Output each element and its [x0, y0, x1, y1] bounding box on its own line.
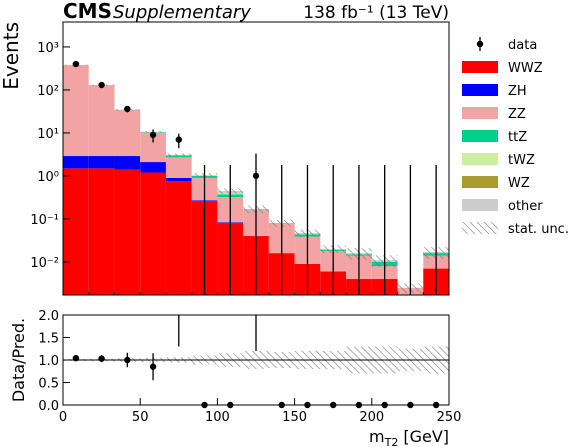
data-point: [149, 363, 157, 370]
legend-label: ttZ: [508, 130, 527, 145]
data-point: [175, 136, 182, 143]
legend-swatch: [462, 222, 498, 234]
x-axis-label: mT2 [GeV]: [369, 427, 449, 447]
bar-segment: [63, 65, 89, 157]
x-tick-label: 150: [282, 410, 307, 425]
y-tick-label: 10⁻²: [30, 256, 59, 271]
legend-label: WZ: [508, 176, 530, 191]
legend-swatch: [462, 107, 498, 119]
bar-segment: [165, 155, 192, 158]
y-tick-label: 0.0: [38, 399, 59, 414]
legend-label: ZH: [508, 84, 527, 99]
bar-segment: [63, 156, 89, 169]
legend-swatch: [462, 130, 498, 142]
legend-label: tWZ: [508, 153, 535, 168]
x-label-sub: T2: [384, 436, 399, 447]
data-point: [98, 81, 105, 89]
y-tick-label: 10³: [37, 41, 59, 56]
legend-swatch: [462, 61, 498, 73]
bar-segment: [114, 156, 141, 170]
data-point: [72, 60, 80, 68]
data-point: [98, 355, 105, 362]
bar-segment: [140, 172, 166, 295]
x-tick-label: 50: [132, 410, 149, 425]
ratio-y-axis-label: Data/Pred.: [9, 318, 28, 402]
legend-swatch: [462, 84, 498, 96]
y-tick-label: 1.5: [38, 332, 59, 347]
y-tick-label: 2.0: [38, 309, 59, 324]
chart-subtitle: Supplementary: [113, 2, 251, 23]
legend-label: data: [508, 38, 537, 53]
legend-label: other: [508, 199, 543, 214]
y-axis-label: Events: [0, 22, 23, 90]
data-point: [124, 105, 131, 113]
y-tick-label: 1.0: [38, 354, 59, 369]
bar-segment: [88, 168, 115, 295]
bar-segment: [165, 177, 192, 182]
data-point: [149, 131, 157, 139]
x-label-unit: [GeV]: [403, 427, 449, 446]
lumi-label: 138 fb⁻¹ (13 TeV): [303, 3, 449, 23]
bar-segment: [165, 157, 192, 178]
x-tick-label: 0: [59, 410, 67, 425]
y-tick-label: 10⁰: [37, 170, 59, 185]
legend-swatch: [462, 176, 498, 188]
y-tick-label: 10¹: [37, 127, 59, 142]
legend-marker: [476, 40, 484, 48]
x-tick-label: 250: [437, 410, 462, 425]
y-tick-label: 10²: [37, 84, 59, 99]
bar-segment: [88, 156, 115, 169]
data-point: [72, 355, 80, 362]
legend-swatch: [462, 153, 498, 165]
bar-segment: [114, 169, 141, 295]
data-point: [124, 356, 131, 364]
legend-label: WWZ: [508, 61, 543, 76]
bar-segment: [140, 162, 166, 173]
x-tick-label: 100: [205, 410, 230, 425]
plot-frame: [62, 21, 450, 296]
bar-segment: [114, 110, 141, 157]
chart-title: CMS: [63, 0, 112, 23]
stat-unc-band: [165, 153, 192, 156]
y-tick-label: 0.5: [38, 377, 59, 392]
plot-frame: [62, 314, 450, 406]
legend-label: ZZ: [508, 107, 526, 122]
x-tick-label: 200: [359, 410, 384, 425]
legend-label: stat. unc.: [508, 222, 569, 237]
data-point: [252, 172, 260, 180]
bar-segment: [88, 85, 115, 157]
bar-segment: [165, 181, 192, 295]
legend-swatch: [462, 199, 498, 211]
x-label-main: m: [369, 427, 385, 446]
y-tick-label: 10⁻¹: [30, 213, 59, 228]
bar-segment: [63, 168, 89, 295]
